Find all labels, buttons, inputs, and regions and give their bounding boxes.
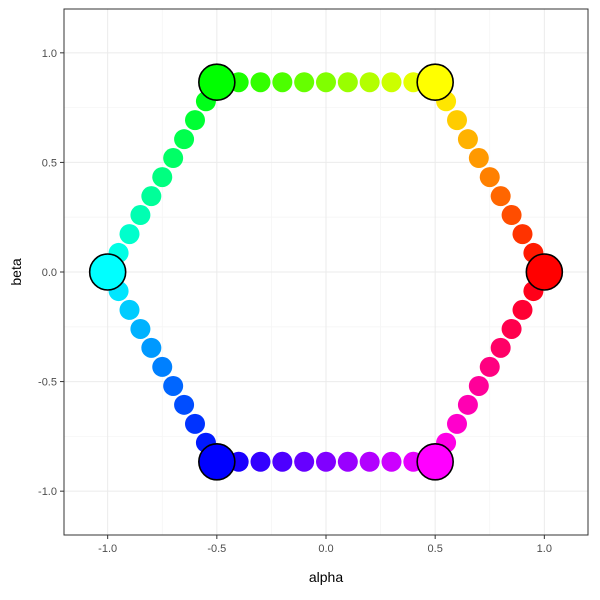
- data-point: [272, 451, 293, 472]
- y-tick-label: 0.0: [42, 267, 57, 279]
- data-point: [490, 186, 511, 207]
- data-point: [457, 129, 478, 150]
- data-point: [316, 451, 336, 472]
- x-axis-ticks: -1.0 -0.5 0.0 0.5 1.0: [98, 535, 552, 555]
- data-point: [174, 129, 195, 150]
- data-point: [130, 205, 151, 226]
- y-tick-label: 1.0: [42, 48, 57, 60]
- y-tick-label: -1.0: [38, 486, 57, 498]
- x-tick-label: 1.0: [537, 543, 552, 555]
- data-point: [479, 356, 500, 377]
- y-axis-ticks: -1.0 -0.5 0.0 0.5 1.0: [38, 48, 64, 498]
- data-point: [512, 224, 533, 245]
- data-point: [381, 72, 402, 93]
- data-point: [152, 356, 173, 377]
- data-point: [337, 451, 358, 472]
- data-point: [468, 375, 489, 396]
- data-point: [163, 375, 184, 396]
- data-point: [447, 110, 467, 131]
- x-axis-title: alpha: [309, 569, 343, 585]
- data-point: [174, 394, 195, 415]
- data-point: [185, 110, 205, 131]
- data-point: [359, 451, 380, 472]
- x-tick-label: -0.5: [207, 543, 226, 555]
- data-point: [490, 337, 511, 358]
- x-tick-label: 0.5: [428, 543, 443, 555]
- data-point: [272, 72, 293, 93]
- data-point: [316, 72, 336, 93]
- data-point: [141, 337, 162, 358]
- data-point: [185, 413, 205, 434]
- data-point: [501, 205, 522, 226]
- data-point: [294, 451, 315, 472]
- vertex-point: [525, 253, 564, 291]
- vertex-point: [88, 253, 127, 291]
- vertex-point: [416, 442, 454, 481]
- data-point: [337, 72, 358, 93]
- data-point: [294, 72, 315, 93]
- data-point: [119, 299, 140, 320]
- data-point: [163, 148, 184, 169]
- data-point: [119, 224, 140, 245]
- vertex-points: [88, 63, 564, 481]
- data-point: [479, 167, 500, 188]
- y-tick-label: -0.5: [38, 377, 57, 389]
- vertex-point: [198, 63, 236, 102]
- data-point: [447, 413, 467, 434]
- x-tick-label: -1.0: [98, 543, 117, 555]
- y-axis-title: beta: [8, 258, 24, 285]
- data-point: [512, 299, 533, 320]
- data-point: [457, 394, 478, 415]
- data-point: [152, 167, 173, 188]
- data-point: [359, 72, 380, 93]
- data-point: [141, 186, 162, 207]
- data-point: [130, 318, 151, 339]
- data-point: [250, 451, 271, 472]
- y-tick-label: 0.5: [42, 157, 57, 169]
- data-point: [468, 148, 489, 169]
- data-point: [381, 451, 402, 472]
- vertex-point: [198, 442, 236, 481]
- vertex-point: [416, 63, 454, 102]
- x-tick-label: 0.0: [318, 543, 333, 555]
- data-point: [501, 318, 522, 339]
- data-point: [250, 72, 271, 93]
